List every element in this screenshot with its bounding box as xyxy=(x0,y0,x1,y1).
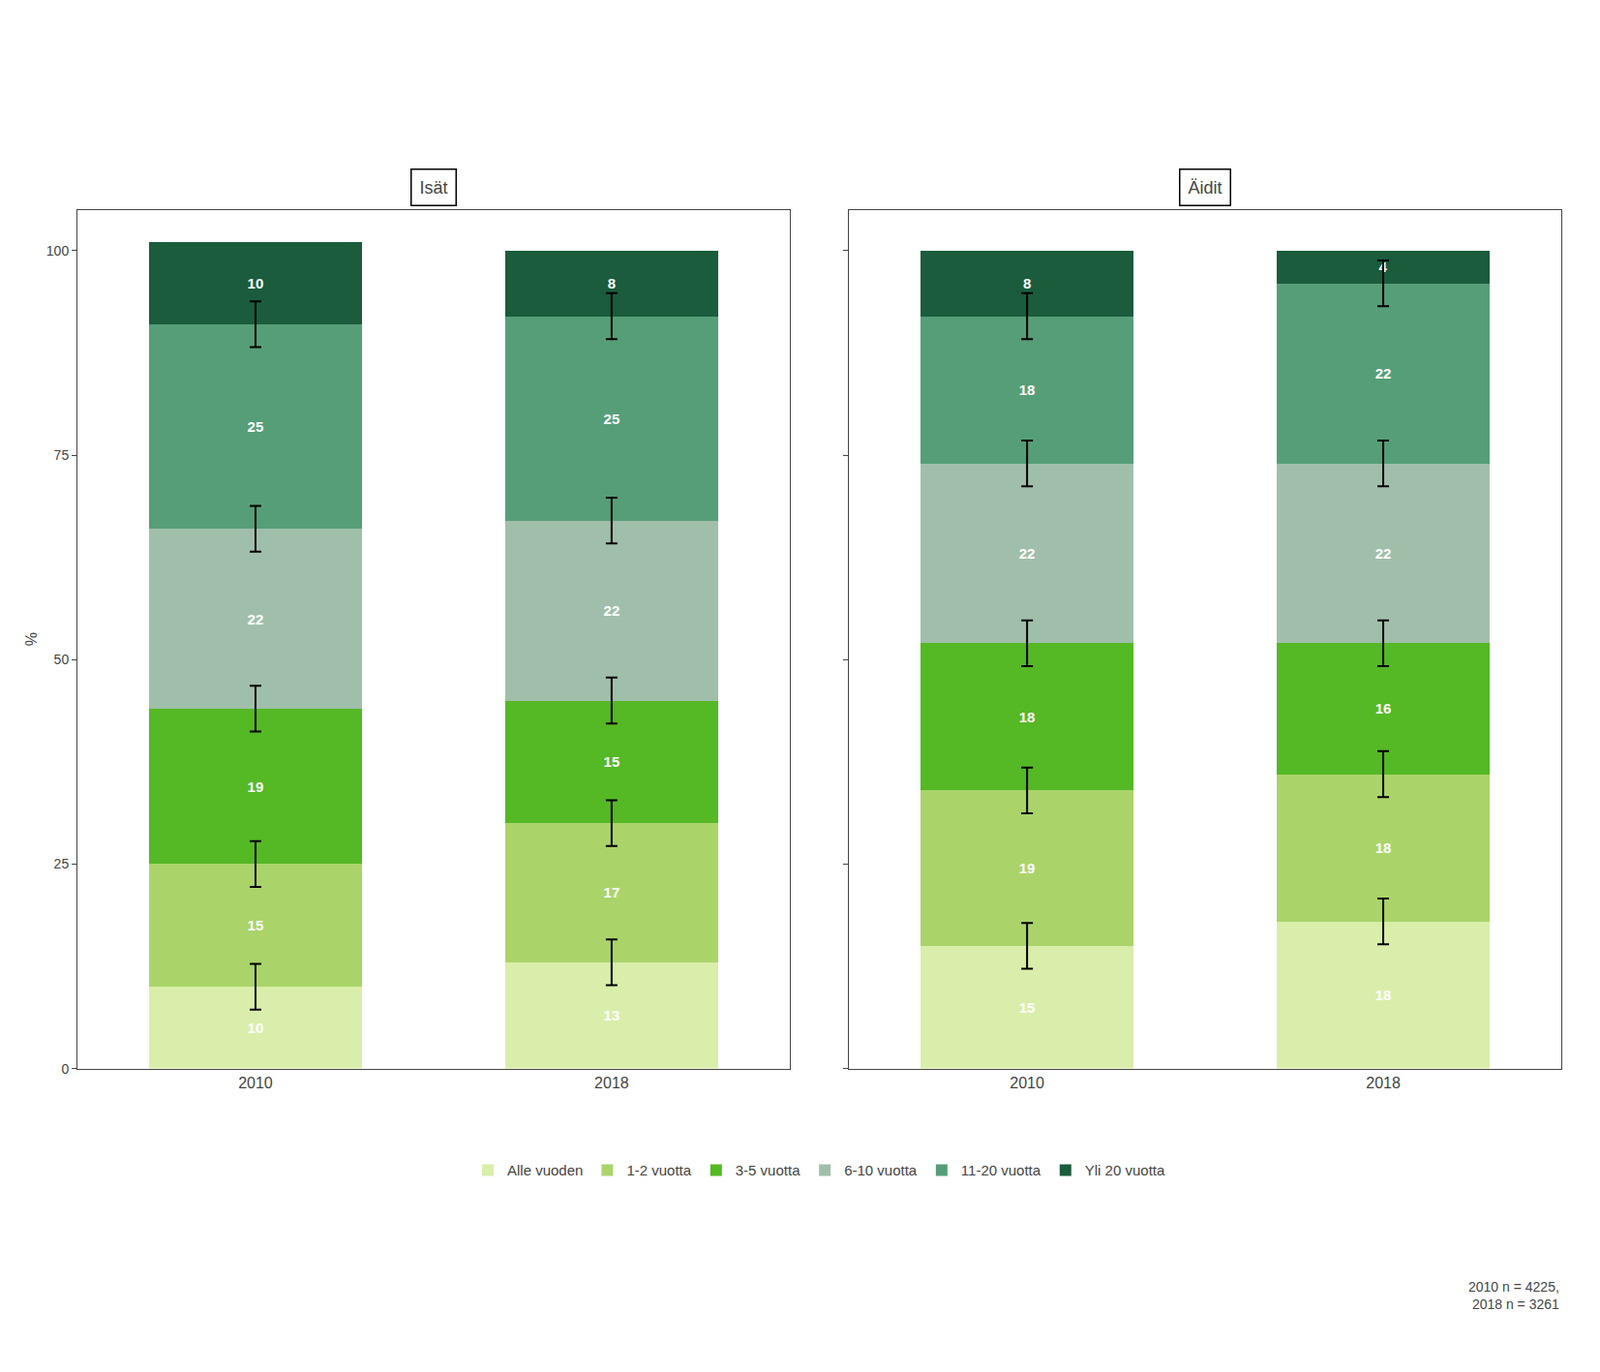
svg-text:6-10 vuotta: 6-10 vuotta xyxy=(844,1161,918,1178)
svg-text:1-2 vuotta: 1-2 vuotta xyxy=(626,1161,692,1178)
svg-text:15: 15 xyxy=(603,753,621,770)
svg-text:8: 8 xyxy=(1023,274,1031,292)
svg-text:15: 15 xyxy=(247,916,265,934)
svg-text:Isät: Isät xyxy=(420,178,449,198)
svg-text:25: 25 xyxy=(603,410,621,427)
svg-text:22: 22 xyxy=(603,602,621,619)
svg-text:2010: 2010 xyxy=(1009,1074,1045,1091)
svg-text:17: 17 xyxy=(603,883,621,901)
svg-text:11-20 vuotta: 11-20 vuotta xyxy=(961,1161,1042,1178)
svg-text:18: 18 xyxy=(1375,839,1392,856)
svg-text:75: 75 xyxy=(54,447,70,463)
svg-text:25: 25 xyxy=(54,855,70,872)
svg-text:3-5 vuotta: 3-5 vuotta xyxy=(735,1161,801,1178)
svg-text:8: 8 xyxy=(607,274,616,292)
svg-text:4: 4 xyxy=(1379,258,1389,275)
svg-text:19: 19 xyxy=(1019,859,1036,876)
svg-text:22: 22 xyxy=(1375,544,1392,562)
svg-text:Yli 20 vuotta: Yli 20 vuotta xyxy=(1085,1161,1166,1178)
svg-text:10: 10 xyxy=(247,274,265,292)
svg-text:2010: 2010 xyxy=(238,1074,273,1091)
svg-text:10: 10 xyxy=(247,1019,265,1036)
svg-text:0: 0 xyxy=(60,1060,69,1077)
svg-text:22: 22 xyxy=(1019,544,1036,562)
svg-text:18: 18 xyxy=(1019,708,1036,725)
svg-text:22: 22 xyxy=(1375,364,1392,382)
svg-text:15: 15 xyxy=(1019,998,1036,1016)
svg-text:2018: 2018 xyxy=(1365,1074,1401,1091)
svg-text:Alle vuoden: Alle vuoden xyxy=(507,1161,583,1178)
svg-text:22: 22 xyxy=(247,610,265,628)
svg-text:25: 25 xyxy=(247,418,265,435)
svg-text:18: 18 xyxy=(1375,986,1392,1003)
svg-text:%: % xyxy=(23,632,40,646)
svg-text:2018: 2018 xyxy=(594,1074,630,1091)
svg-text:18: 18 xyxy=(1019,381,1036,398)
svg-text:19: 19 xyxy=(247,778,265,795)
svg-text:Äidit: Äidit xyxy=(1188,178,1223,198)
svg-text:100: 100 xyxy=(46,242,70,259)
svg-text:50: 50 xyxy=(54,651,70,667)
svg-text:2010 n = 4225,2018 n = 3261: 2010 n = 4225,2018 n = 3261 xyxy=(1468,1278,1560,1312)
svg-text:16: 16 xyxy=(1375,699,1392,717)
svg-text:13: 13 xyxy=(603,1006,621,1024)
